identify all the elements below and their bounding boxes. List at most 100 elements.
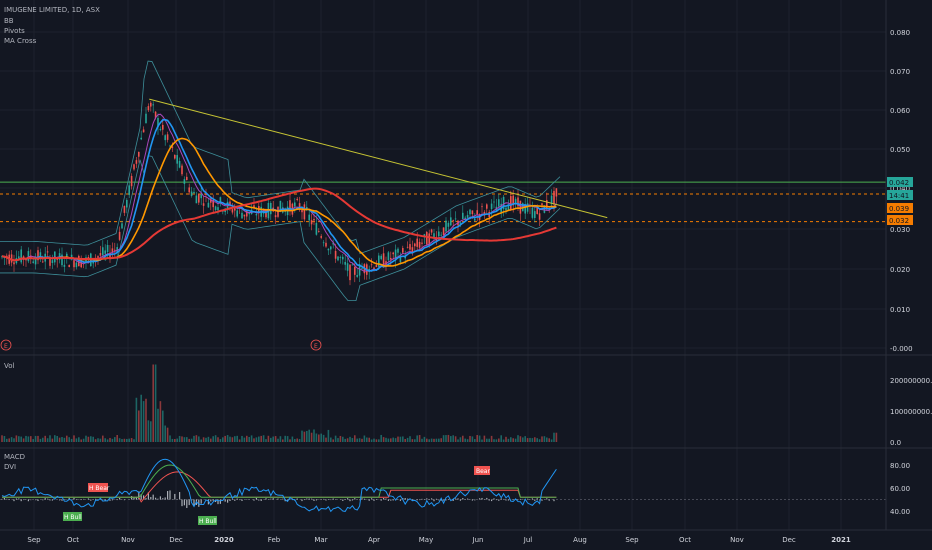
macd-histogram-bar [200,499,202,504]
volume-bar [433,438,435,442]
macd-label[interactable]: MACD [4,453,25,461]
candle-body [349,264,351,281]
macd-histogram-bar [164,497,166,500]
candle-body [442,227,445,235]
volume-bar [68,437,70,442]
bear-marker[interactable]: Bear [474,466,490,475]
candle-body [498,199,500,207]
candle-body [231,209,234,213]
macd-histogram-bar [20,499,22,502]
candle-body [118,231,121,240]
candle-body [519,200,522,214]
volume-bar [193,435,195,442]
macd-pane[interactable] [0,458,886,513]
volume-label[interactable]: Vol [4,362,15,370]
volume-bar [450,436,452,442]
volume-axis[interactable]: 200000000.0 100000000.0 0.0 [890,377,932,447]
volume-bar [166,427,169,442]
pivot-tag-2-bg [887,215,913,225]
candle-body [502,196,505,210]
volume-bar [154,364,157,442]
candle-body [464,217,466,220]
macd-histogram-bar [258,499,260,501]
macd-histogram-bar [217,499,219,505]
macd-histogram-bar [260,499,262,501]
h-bull-marker-1[interactable]: H Bull [63,512,82,521]
candle-body [13,262,15,265]
candle-body [462,212,464,220]
earnings-marker-1[interactable]: E [0,339,12,351]
dvi-label[interactable]: DVI [4,463,16,471]
candle-body [42,261,44,263]
candle-body [39,252,42,259]
candle-body [490,203,493,209]
macd-histogram-bar [143,495,145,500]
volume-bar [337,438,339,442]
candle-body [358,264,361,276]
volume-bar [123,438,126,442]
macd-histogram-bar [181,499,183,507]
volume-bar [373,438,375,442]
volume-bar [102,435,104,442]
candle-body [370,264,373,266]
candle-body [106,244,109,253]
macd-histogram-bar [368,499,370,501]
macd-histogram-bar [416,499,418,501]
volume-pane[interactable] [1,364,558,443]
volume-bar [382,437,385,442]
macd-histogram-bar [527,498,529,500]
volume-bar [145,398,147,442]
macd-histogram-bar [123,499,125,501]
candle-body [550,195,553,205]
time-axis[interactable]: Sep Oct Nov Dec 2020 Feb Mar Apr May Jun… [27,536,850,544]
bear-marker-text: Bear [476,468,490,475]
macd-histogram-bar [119,497,121,500]
macd-histogram-bar [73,497,75,500]
volume-bar [135,397,138,442]
volume-bar [284,435,286,442]
macd-histogram-bar [311,498,313,500]
candle-body [183,179,186,184]
volume-bar [246,435,248,442]
candle-body [303,204,306,220]
volume-bar [531,438,534,442]
volume-bar [130,438,133,442]
candle-body [219,197,222,204]
volume-bar [10,437,13,442]
time-tick: Nov [730,536,744,544]
earnings-marker-2[interactable]: E [310,339,322,351]
volume-bar [490,435,493,442]
price-axis[interactable]: 0.080 0.070 0.060 0.050 0.040 0.030 0.02… [890,29,913,353]
time-tick: May [419,536,433,544]
volume-bar [442,435,445,442]
volume-bar [370,439,373,442]
macd-histogram-bar [133,497,135,500]
indicator-ma-cross[interactable]: MA Cross [4,37,37,45]
candle-body [188,187,190,193]
volume-bar [224,435,226,442]
indicator-pivots[interactable]: Pivots [4,27,25,35]
candle-body [49,257,51,266]
macd-histogram-bar [407,498,409,500]
macd-histogram-bar [15,498,17,500]
macd-histogram-bar [219,499,221,504]
macd-histogram-bar [440,499,442,501]
volume-bar [368,437,370,442]
candle-body [217,207,219,211]
h-bear-marker[interactable]: H Bear [88,483,110,492]
volume-bar [498,438,500,442]
volume-bar [462,435,464,442]
h-bull-marker-2[interactable]: H Bull [198,516,217,525]
indicator-bb[interactable]: BB [4,17,14,25]
volume-bar [330,437,332,442]
candle-body [241,212,243,219]
symbol-title[interactable]: IMUGENE LIMITED, 1D, ASX [4,6,100,14]
price-tick: 0.040 [890,185,910,193]
macd-axis[interactable]: 80.00 60.00 40.00 [890,462,910,516]
volume-bar [519,436,522,442]
volume-bar [404,438,406,442]
candle-body [438,231,440,237]
candle-body [325,242,327,247]
price-pane[interactable] [0,60,886,301]
